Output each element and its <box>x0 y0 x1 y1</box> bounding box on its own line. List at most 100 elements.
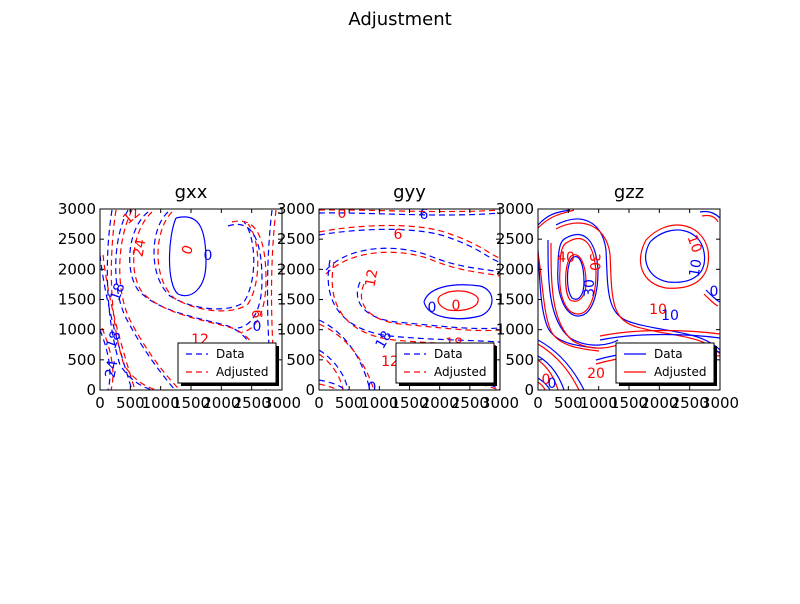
y-tick-label: 1500 <box>58 291 96 309</box>
legend-box <box>177 342 277 384</box>
data-contour-12 <box>319 349 349 390</box>
x-tick-label: 3000 <box>263 394 301 412</box>
x-tick-label: 1500 <box>172 394 210 412</box>
adjusted-contour-17 <box>538 381 546 390</box>
contour-label: 0 <box>542 372 551 388</box>
data-contour-2 <box>319 228 500 263</box>
data-contour-18 <box>599 333 720 341</box>
adjusted-contour-1 <box>538 209 575 229</box>
y-tick-label: 2000 <box>496 260 534 278</box>
contour-label: 6 <box>420 207 429 223</box>
y-tick-label: 0 <box>524 381 534 399</box>
contour-label: 0 <box>428 300 437 316</box>
x-tick-label: 3000 <box>481 394 519 412</box>
data-contour-4 <box>115 209 176 390</box>
data-contour-6 <box>129 211 267 390</box>
x-tick-label: 500 <box>335 394 364 412</box>
data-contour-24 <box>699 210 720 219</box>
data-contour-8 <box>153 211 255 310</box>
x-tick-label: 1000 <box>580 394 618 412</box>
x-tick-label: 2500 <box>451 394 489 412</box>
x-tick-label: 1000 <box>142 394 180 412</box>
adjusted-contour-3 <box>538 252 600 352</box>
legend: Data Adjusted <box>177 342 279 386</box>
x-tick-label: 0 <box>314 394 324 412</box>
x-tick-label: 2000 <box>421 394 459 412</box>
adjusted-contour-11 <box>319 323 375 390</box>
x-tick-label: 1000 <box>360 394 398 412</box>
x-tick-label: 2000 <box>640 394 678 412</box>
x-tick-label: 1500 <box>610 394 648 412</box>
data-contour-16 <box>538 377 551 390</box>
y-tick-label: 3000 <box>277 200 315 218</box>
data-contour-22 <box>705 289 720 303</box>
contour-label: 24 <box>131 238 150 258</box>
y-tick-label: 2000 <box>277 260 315 278</box>
data-contour-16 <box>319 379 346 390</box>
adjusted-contour-7 <box>331 261 500 347</box>
y-tick-label: 1000 <box>496 321 534 339</box>
contour-label: 30 <box>582 279 598 297</box>
data-contour-0 <box>100 254 133 390</box>
contour-label: 6 <box>394 227 403 243</box>
adjusted-contour-13 <box>319 353 344 390</box>
x-tick-label: 500 <box>554 394 583 412</box>
y-tick-label: 0 <box>86 381 96 399</box>
contour-label: 18 <box>373 328 396 351</box>
y-tick-label: 500 <box>505 351 534 369</box>
adjusted-contour-23 <box>703 293 719 307</box>
y-tick-label: 3000 <box>58 200 96 218</box>
data-contour-6 <box>327 259 500 343</box>
ring-contour-0 <box>645 229 706 283</box>
adjusted-contour-5 <box>325 251 500 277</box>
data-contour-14 <box>538 355 565 390</box>
ring-contour-1 <box>639 224 710 289</box>
data-contour-2 <box>538 249 597 349</box>
panel-gyy: 0612180012018605001000150020002500300005… <box>277 182 519 412</box>
x-tick-label: 2500 <box>233 394 271 412</box>
contour-label: 0 <box>368 380 377 396</box>
x-tick-label: 2000 <box>202 394 240 412</box>
y-tick-label: 500 <box>286 351 315 369</box>
contour-label: 0 <box>452 298 461 314</box>
adjusted-contour-15 <box>538 359 559 390</box>
x-tick-label: 500 <box>116 394 145 412</box>
contour-label: 10 <box>649 302 667 318</box>
data-contour-14 <box>100 329 111 390</box>
adjusted-contour-13 <box>538 343 580 390</box>
contour-label: 40 <box>557 250 575 266</box>
y-tick-label: 2000 <box>58 260 96 278</box>
legend-label: Data <box>434 347 463 361</box>
contour-label: 18 <box>103 329 124 351</box>
adjusted-contour-11 <box>565 254 587 302</box>
contour-label: 0 <box>179 243 197 257</box>
legend-box <box>395 342 495 384</box>
contour-label: 12 <box>381 354 399 370</box>
adjusted-contour-19 <box>599 329 720 337</box>
data-contour-6 <box>555 218 720 351</box>
adjusted-contour-7 <box>555 222 720 355</box>
adjusted-contour-17 <box>319 383 339 390</box>
y-tick-label: 1500 <box>496 291 534 309</box>
y-tick-label: 3000 <box>496 200 534 218</box>
legend-box <box>615 342 715 384</box>
adjusted-contour-9 <box>157 211 259 312</box>
contour-label: 0 <box>204 248 213 264</box>
y-tick-label: 1000 <box>58 321 96 339</box>
contour-label: 0 <box>710 284 719 300</box>
contour-label: 10 <box>687 258 706 278</box>
y-tick-label: 0 <box>305 381 315 399</box>
adjusted-contour-1 <box>102 254 136 390</box>
legend-label: Data <box>654 347 683 361</box>
data-contour-2 <box>106 209 153 390</box>
data-contour-0 <box>538 209 571 226</box>
figure-title: Adjustment <box>348 9 452 30</box>
data-contour-8 <box>356 281 500 330</box>
data-contour-8 <box>557 233 599 317</box>
data-contour-12 <box>538 339 585 390</box>
